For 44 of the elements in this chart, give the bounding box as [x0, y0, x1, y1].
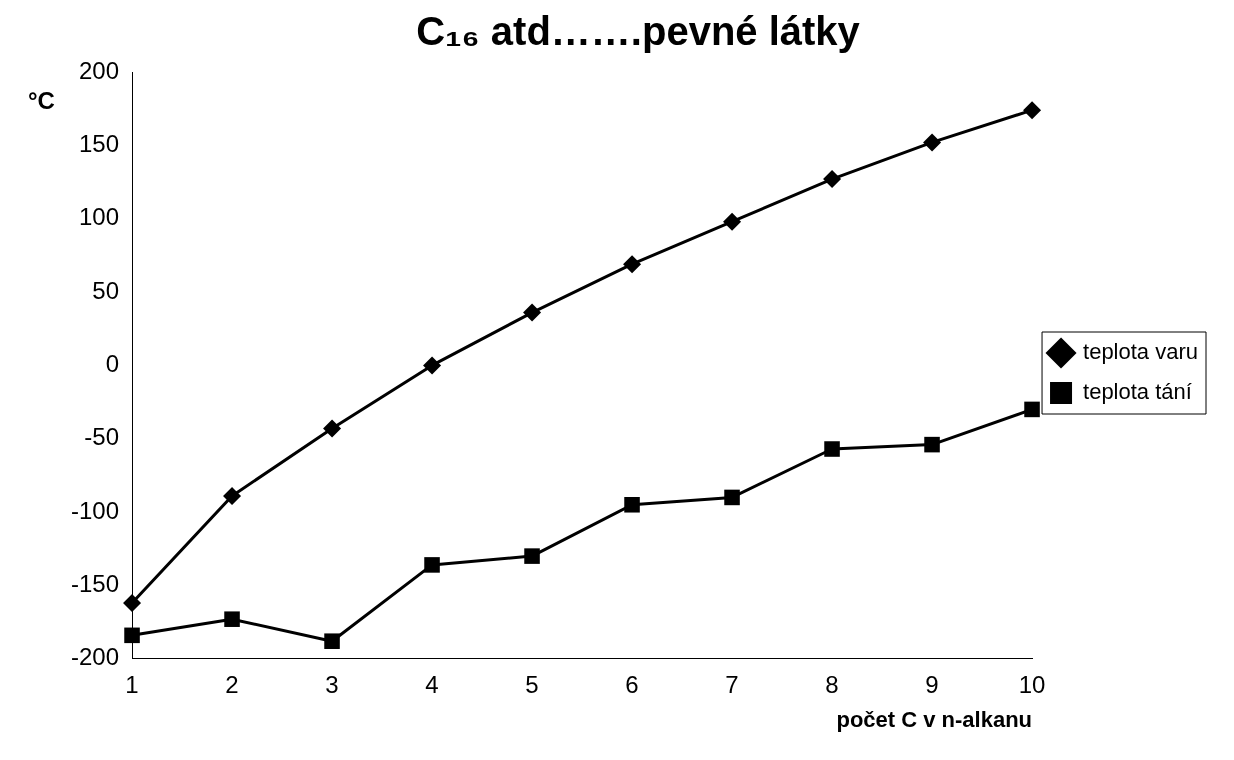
y-tick-label: 100	[78, 203, 120, 231]
point	[924, 436, 940, 453]
point	[423, 356, 442, 375]
point	[624, 496, 640, 513]
point	[223, 486, 242, 505]
y-axis-title: °C	[28, 86, 55, 114]
point	[723, 212, 742, 231]
point	[424, 557, 440, 573]
x-tick-label: 1	[125, 670, 139, 698]
x-tick-label: 6	[625, 670, 639, 698]
point	[824, 441, 840, 457]
x-tick-label: 3	[325, 670, 339, 698]
point	[224, 611, 240, 627]
y-tick-label: 200	[78, 56, 120, 84]
point	[1024, 401, 1040, 418]
point	[323, 419, 342, 438]
y-tick-label: -50	[84, 423, 120, 451]
point	[823, 170, 842, 189]
point	[124, 627, 140, 644]
x-axis-title: počet C v n-alkanu	[836, 706, 1033, 732]
y-tick-label: -150	[70, 570, 120, 598]
point	[1023, 101, 1042, 120]
point	[923, 133, 942, 152]
y-tick-label: 0	[105, 350, 120, 378]
point	[524, 548, 540, 564]
point	[523, 303, 542, 322]
legend-label: teplota varu	[1083, 339, 1199, 365]
x-tick-label: 5	[525, 670, 539, 698]
x-tick-label: 10	[1018, 670, 1046, 698]
y-tick-label: -100	[70, 496, 120, 524]
point	[623, 255, 642, 274]
y-tick-label: 50	[92, 276, 120, 304]
y-tick-label: 150	[78, 129, 120, 157]
x-tick-label: 4	[425, 670, 439, 698]
point	[123, 594, 142, 613]
x-tick-label: 2	[225, 670, 239, 698]
x-tick-label: 7	[725, 670, 739, 698]
x-tick-label: 9	[925, 670, 939, 698]
legend-label: teplota tání	[1083, 379, 1192, 405]
y-tick-label: -200	[70, 643, 120, 671]
x-tick-label: 8	[825, 670, 839, 698]
point	[724, 489, 740, 506]
point	[324, 633, 340, 649]
chart-title: C₁₆ atd…….pevné látky	[416, 9, 861, 54]
